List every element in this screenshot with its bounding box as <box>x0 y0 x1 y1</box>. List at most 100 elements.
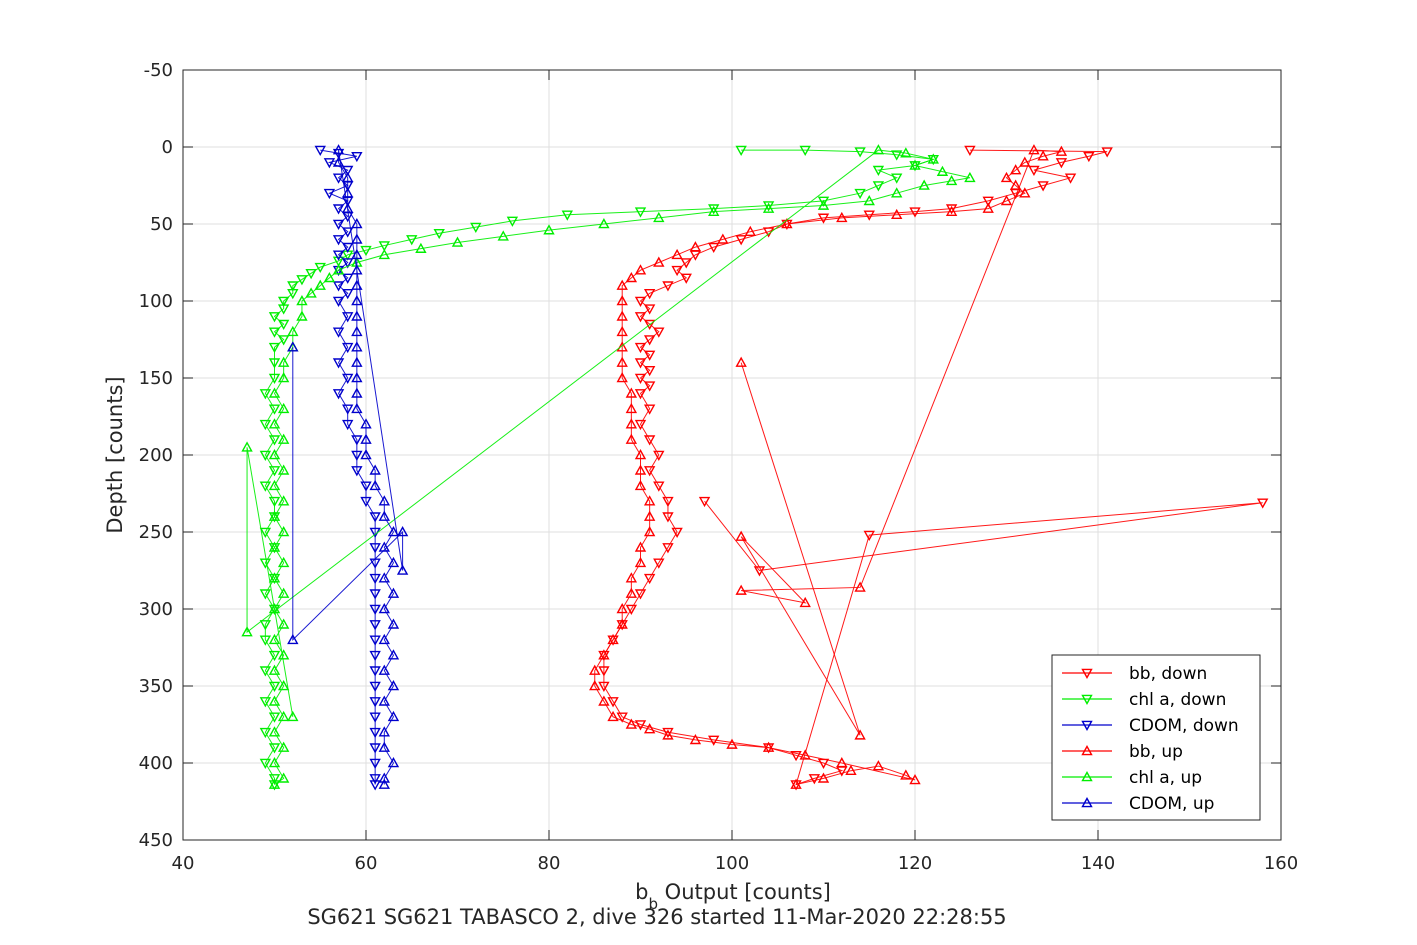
data-point-marker <box>351 435 363 446</box>
data-point-marker <box>1009 164 1022 175</box>
data-point-marker <box>259 620 272 631</box>
data-point-marker <box>378 633 390 645</box>
data-point-marker <box>241 441 253 452</box>
data-point-marker <box>891 208 903 220</box>
data-point-marker <box>662 727 674 739</box>
x-tick-label: 160 <box>1264 853 1298 874</box>
data-point-marker <box>277 464 290 475</box>
data-point-marker <box>1083 151 1095 163</box>
data-point-marker <box>342 227 354 238</box>
data-point-marker <box>369 543 381 554</box>
data-point-marker <box>653 450 665 461</box>
data-point-marker <box>1019 156 1031 167</box>
data-point-marker <box>378 510 390 521</box>
data-point-marker <box>909 207 921 218</box>
data-point-marker <box>698 496 711 508</box>
data-point-marker <box>387 649 400 660</box>
y-tick-label: 400 <box>139 753 173 774</box>
data-point-marker <box>616 603 628 614</box>
data-point-marker <box>634 207 647 218</box>
x-tick-label: 140 <box>1081 853 1115 874</box>
data-point-marker <box>689 733 702 745</box>
data-point-marker <box>369 780 381 791</box>
data-point-marker <box>277 587 290 598</box>
data-point-marker <box>332 264 345 275</box>
data-point-marker <box>799 145 811 157</box>
data-point-marker <box>735 584 747 595</box>
data-point-marker <box>708 735 720 746</box>
data-point-marker <box>589 680 601 691</box>
data-point-marker <box>643 350 656 361</box>
data-point-marker <box>332 235 345 246</box>
data-point-marker <box>332 156 345 167</box>
data-point-marker <box>900 769 912 780</box>
data-point-marker <box>369 604 381 615</box>
legend-box <box>1051 654 1261 821</box>
data-point-marker <box>643 304 656 315</box>
y-tick-label: 150 <box>139 368 173 389</box>
data-point-marker <box>259 558 272 569</box>
data-point-marker <box>351 233 363 244</box>
data-point-marker <box>643 510 656 521</box>
data-point-marker <box>625 433 638 444</box>
data-point-marker <box>314 262 326 274</box>
data-point-marker <box>616 295 628 306</box>
data-point-marker <box>680 273 692 284</box>
data-point-marker <box>982 196 994 207</box>
data-point-marker <box>387 587 400 598</box>
data-point-marker <box>378 778 390 789</box>
data-point-marker <box>351 310 363 321</box>
data-point-marker <box>936 165 949 176</box>
data-point-marker <box>369 635 381 646</box>
data-point-marker <box>342 404 354 415</box>
data-point-marker <box>259 727 272 739</box>
data-point-marker <box>643 335 656 346</box>
data-point-marker <box>662 729 674 740</box>
data-point-marker <box>314 279 326 290</box>
data-point-marker <box>378 248 390 260</box>
series-line <box>246 149 971 785</box>
data-point-marker <box>817 199 830 210</box>
data-point-marker <box>945 174 958 186</box>
data-point-marker <box>323 158 336 169</box>
data-point-marker <box>268 695 281 706</box>
data-point-marker <box>369 743 381 754</box>
data-point-marker <box>762 201 775 212</box>
data-point-marker <box>598 681 610 692</box>
data-point-marker <box>634 464 647 475</box>
data-point-marker <box>268 387 281 398</box>
data-point-marker <box>744 225 756 237</box>
data-point-marker <box>332 173 345 184</box>
data-point-marker <box>689 241 702 252</box>
data-point-marker <box>268 373 281 384</box>
data-point-marker <box>817 772 830 783</box>
series-5 <box>287 144 409 789</box>
y-tick-label: 100 <box>139 291 173 312</box>
data-point-marker <box>653 327 665 338</box>
data-point-marker <box>634 541 647 552</box>
data-point-marker <box>1101 147 1113 158</box>
data-point-marker <box>634 264 647 275</box>
data-point-marker <box>470 222 482 234</box>
data-point-marker <box>369 712 381 723</box>
data-point-marker <box>323 188 336 200</box>
data-point-marker <box>662 512 674 523</box>
data-point-marker <box>360 449 372 460</box>
data-point-marker <box>872 165 885 177</box>
data-point-marker <box>927 153 939 164</box>
data-point-marker <box>1037 181 1049 192</box>
data-point-marker <box>634 296 647 307</box>
data-point-marker <box>360 433 372 444</box>
data-point-marker <box>268 650 281 662</box>
y-axis-label: Depth [counts] <box>103 376 127 533</box>
data-point-marker <box>406 235 418 246</box>
y-tick-label: 200 <box>139 445 173 466</box>
data-point-marker <box>369 681 381 692</box>
y-tick-label: 350 <box>139 676 173 697</box>
data-point-marker <box>1000 194 1013 206</box>
data-point-marker <box>643 495 656 506</box>
x-tick-label: 60 <box>355 853 378 874</box>
data-point-marker <box>277 296 290 307</box>
data-point-marker <box>616 325 628 337</box>
data-point-marker <box>891 187 903 198</box>
